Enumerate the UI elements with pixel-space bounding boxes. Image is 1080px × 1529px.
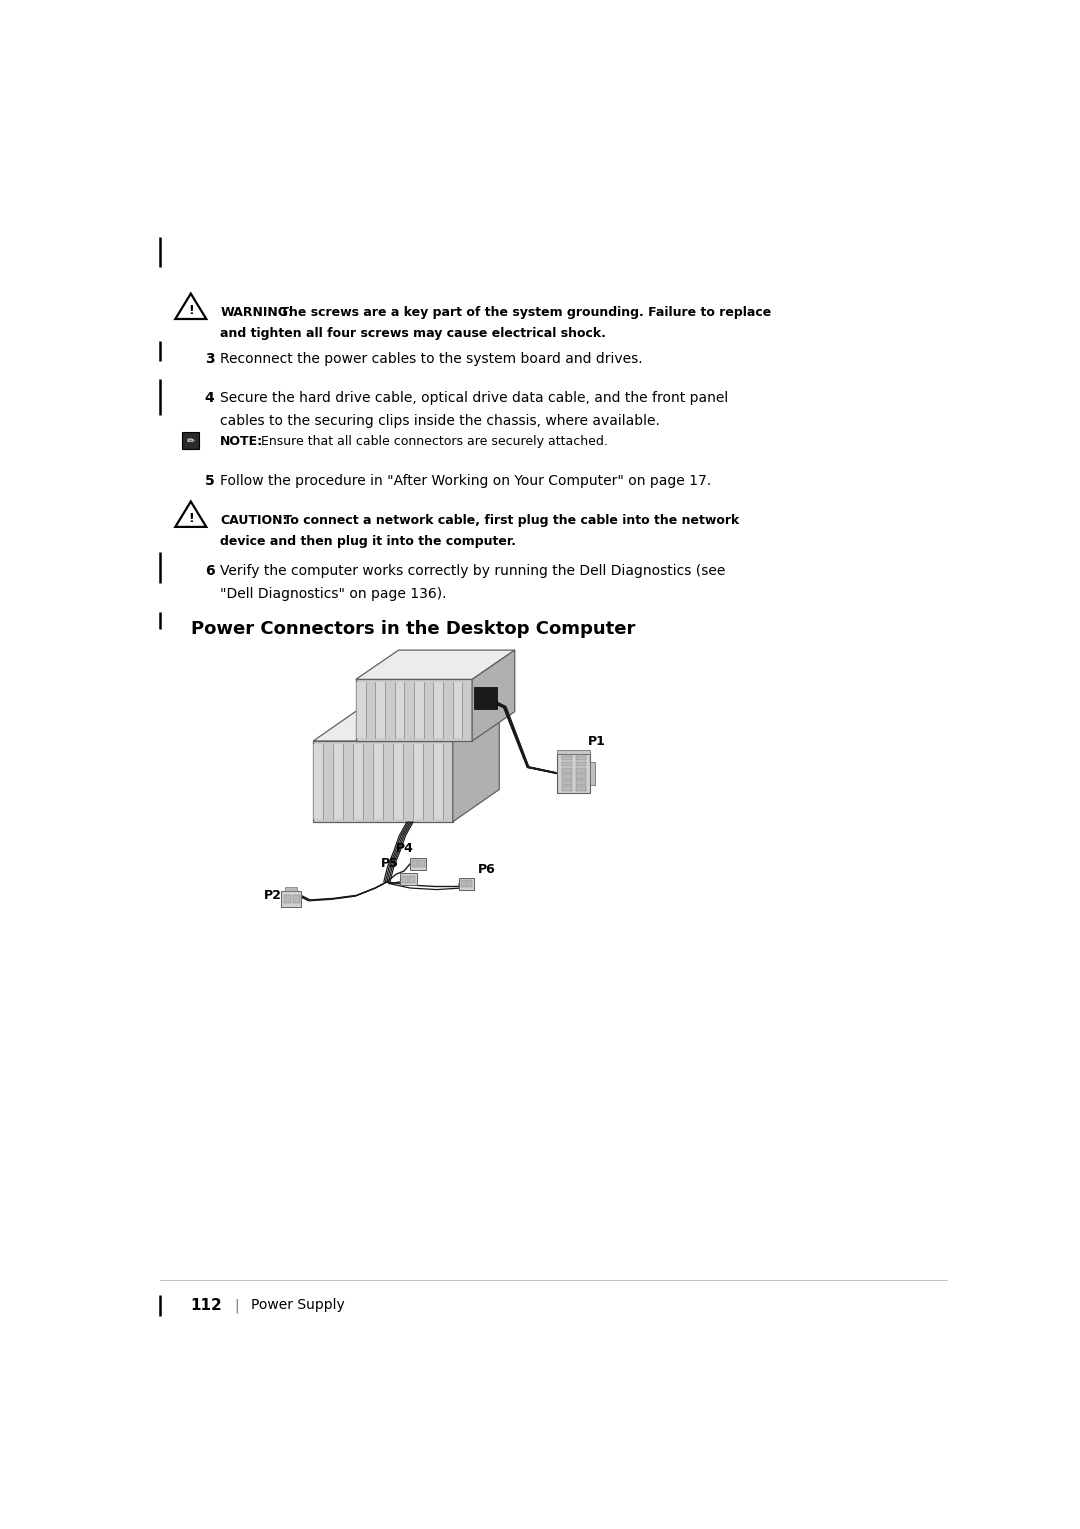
Text: !: ! bbox=[188, 512, 193, 526]
Polygon shape bbox=[313, 742, 453, 821]
Text: Ensure that all cable connectors are securely attached.: Ensure that all cable connectors are sec… bbox=[257, 436, 608, 448]
Text: P2: P2 bbox=[264, 890, 282, 902]
Bar bbox=[576, 768, 585, 772]
Polygon shape bbox=[356, 650, 515, 679]
Polygon shape bbox=[433, 745, 443, 818]
Polygon shape bbox=[453, 682, 462, 739]
Polygon shape bbox=[313, 745, 323, 818]
Text: The screws are a key part of the system grounding. Failure to replace: The screws are a key part of the system … bbox=[276, 306, 771, 320]
Bar bbox=[403, 876, 408, 882]
Text: 112: 112 bbox=[191, 1298, 222, 1313]
Bar bbox=[557, 754, 590, 792]
Text: 6: 6 bbox=[205, 564, 214, 578]
Polygon shape bbox=[356, 682, 365, 739]
Text: Power Supply: Power Supply bbox=[252, 1298, 345, 1312]
Bar bbox=[576, 755, 585, 760]
Bar bbox=[409, 876, 415, 882]
Polygon shape bbox=[353, 745, 363, 818]
Bar bbox=[562, 780, 571, 784]
Bar bbox=[281, 891, 301, 907]
Text: 5: 5 bbox=[205, 474, 215, 488]
Polygon shape bbox=[413, 745, 423, 818]
Bar bbox=[468, 881, 472, 887]
Bar bbox=[459, 878, 474, 890]
Bar bbox=[284, 887, 297, 891]
Bar bbox=[562, 786, 571, 790]
Text: Verify the computer works correctly by running the Dell Diagnostics (see: Verify the computer works correctly by r… bbox=[220, 564, 726, 578]
Text: ✏: ✏ bbox=[187, 436, 194, 445]
Bar bbox=[284, 894, 291, 904]
Text: 3: 3 bbox=[205, 352, 214, 365]
Text: Power Connectors in the Desktop Computer: Power Connectors in the Desktop Computer bbox=[191, 621, 635, 638]
Bar bbox=[576, 761, 585, 766]
Text: device and then plug it into the computer.: device and then plug it into the compute… bbox=[220, 535, 516, 549]
Bar bbox=[576, 786, 585, 790]
Text: P6: P6 bbox=[477, 862, 496, 876]
Bar bbox=[562, 761, 571, 766]
Bar bbox=[562, 755, 571, 760]
Bar bbox=[413, 861, 418, 867]
Text: P1: P1 bbox=[588, 735, 606, 748]
Bar bbox=[400, 873, 417, 885]
Polygon shape bbox=[373, 745, 383, 818]
Bar bbox=[461, 881, 465, 887]
Bar bbox=[562, 774, 571, 778]
Bar bbox=[590, 761, 595, 784]
Text: Follow the procedure in "After Working on Your Computer" on page 17.: Follow the procedure in "After Working o… bbox=[220, 474, 712, 488]
Text: P4: P4 bbox=[396, 842, 414, 855]
Bar bbox=[474, 687, 497, 708]
Bar bbox=[410, 858, 426, 870]
Polygon shape bbox=[414, 682, 423, 739]
Polygon shape bbox=[375, 682, 384, 739]
Polygon shape bbox=[433, 682, 443, 739]
Polygon shape bbox=[394, 682, 404, 739]
Text: WARNING:: WARNING: bbox=[220, 306, 294, 320]
Polygon shape bbox=[313, 708, 499, 742]
Bar bbox=[419, 861, 424, 867]
Text: To connect a network cable, first plug the cable into the network: To connect a network cable, first plug t… bbox=[279, 514, 740, 528]
Text: Reconnect the power cables to the system board and drives.: Reconnect the power cables to the system… bbox=[220, 352, 643, 365]
Polygon shape bbox=[333, 745, 343, 818]
Bar bbox=[293, 894, 300, 904]
Text: 4: 4 bbox=[205, 390, 215, 405]
Text: "Dell Diagnostics" on page 136).: "Dell Diagnostics" on page 136). bbox=[220, 587, 447, 601]
Polygon shape bbox=[393, 745, 403, 818]
Text: NOTE:: NOTE: bbox=[220, 436, 264, 448]
Bar bbox=[557, 751, 590, 754]
Text: cables to the securing clips inside the chassis, where available.: cables to the securing clips inside the … bbox=[220, 414, 660, 428]
Polygon shape bbox=[356, 679, 472, 742]
Bar bbox=[183, 433, 200, 450]
Text: !: ! bbox=[188, 304, 193, 318]
Bar bbox=[576, 774, 585, 778]
Text: P5: P5 bbox=[380, 858, 399, 870]
Bar bbox=[562, 768, 571, 772]
Polygon shape bbox=[472, 650, 515, 742]
Text: Secure the hard drive cable, optical drive data cable, and the front panel: Secure the hard drive cable, optical dri… bbox=[220, 390, 729, 405]
Text: CAUTION:: CAUTION: bbox=[220, 514, 287, 528]
Bar bbox=[576, 780, 585, 784]
Text: |: | bbox=[234, 1298, 239, 1312]
Text: and tighten all four screws may cause electrical shock.: and tighten all four screws may cause el… bbox=[220, 327, 606, 341]
Polygon shape bbox=[453, 708, 499, 821]
